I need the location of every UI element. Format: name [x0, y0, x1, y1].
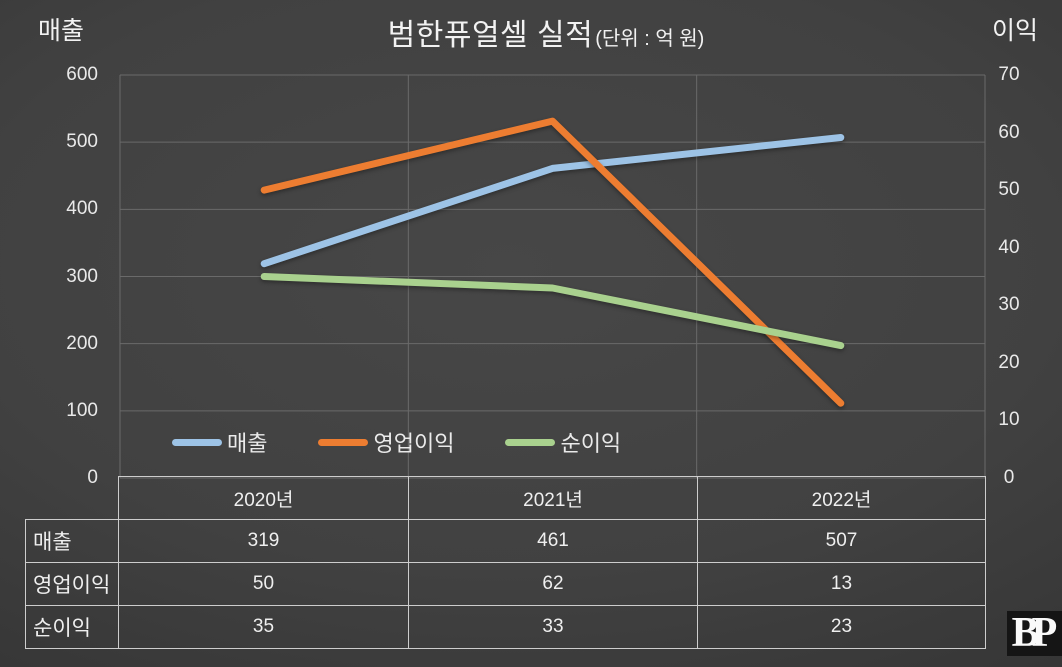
bp-logo: BP	[1007, 611, 1062, 656]
legend-swatch-revenue	[172, 438, 222, 446]
right-axis-title: 이익	[992, 17, 1039, 45]
table-header-row: 2020년 2021년 2022년	[26, 476, 986, 520]
legend-label: 순이익	[560, 431, 622, 456]
right-axis-tick-label: 60	[998, 121, 1020, 143]
left-axis-tick-label: 600	[66, 64, 98, 85]
table-cell: 461	[408, 519, 698, 563]
legend-label: 영업이익	[373, 431, 455, 456]
table-cell: 33	[408, 605, 698, 649]
left-axis-tick-label: 300	[66, 265, 98, 287]
table-header-cell: 2020년	[118, 476, 409, 520]
left-axis-tick-label: 400	[66, 198, 98, 220]
table-row-label: 매출	[25, 519, 119, 563]
right-axis-tick-label: 20	[998, 351, 1020, 373]
table-cell: 23	[697, 605, 986, 649]
table-cell: 507	[697, 519, 986, 563]
bp-logo-letter-p: P	[1031, 610, 1058, 656]
table-cell: 50	[118, 562, 409, 606]
data-table: 2020년 2021년 2022년 매출 319 461 507 영업이익 50 62 13 순이익 3…	[25, 476, 986, 649]
chart-title: 범한퓨얼셀 실적 (단위 : 억 원)	[0, 10, 1062, 54]
legend-item-revenue: 매출	[172, 426, 267, 458]
right-axis-tick-label: 0	[1003, 467, 1015, 488]
legend-swatch-operating-profit	[318, 438, 369, 446]
right-axis-tick-label: 50	[998, 179, 1020, 201]
left-axis-title: 매출	[38, 17, 85, 45]
left-axis-tick-label: 100	[66, 399, 98, 421]
left-axis-tick-label: 0	[87, 467, 98, 488]
legend: 매출 영업이익 순이익	[172, 426, 621, 458]
table-row: 매출 319 461 507	[25, 519, 986, 563]
legend-label: 매출	[227, 431, 268, 456]
left-axis-tick-label: 500	[66, 131, 98, 153]
series-line-revenue	[260, 134, 845, 268]
right-axis-tick-label: 70	[998, 64, 1020, 85]
table-cell: 13	[697, 562, 986, 606]
chart-title-unit: (단위 : 억 원)	[595, 28, 705, 50]
right-axis-tick-label: 40	[998, 236, 1020, 258]
legend-item-operating-profit: 영업이익	[318, 426, 454, 458]
table-row-label: 순이익	[25, 605, 119, 649]
right-axis-tick-label: 10	[998, 409, 1020, 431]
table-cell: 319	[118, 519, 409, 563]
left-axis-tick-label: 200	[66, 332, 98, 354]
table-row: 영업이익 50 62 13	[25, 562, 986, 606]
bp-logo-letter-b: B	[1011, 610, 1040, 656]
right-axis-tick-label: 30	[998, 294, 1020, 316]
legend-swatch-net-profit	[505, 438, 556, 446]
table-cell: 62	[408, 562, 698, 606]
series-line-net-profit	[260, 273, 845, 350]
table-header-cell: 2022년	[697, 476, 986, 520]
table-header-cell: 2021년	[408, 476, 698, 520]
chart-title-main: 범한퓨얼셀 실적	[387, 19, 594, 52]
table-row-label: 영업이익	[25, 562, 119, 606]
series-line-operating-profit	[260, 117, 845, 407]
table-corner-cell	[26, 477, 119, 520]
plot-area: 매출 영업이익 순이익	[119, 74, 986, 479]
table-row: 순이익 35 33 23	[25, 605, 986, 649]
table-cell: 35	[118, 605, 409, 649]
chart-svg	[119, 74, 986, 479]
legend-item-net-profit: 순이익	[505, 426, 621, 458]
